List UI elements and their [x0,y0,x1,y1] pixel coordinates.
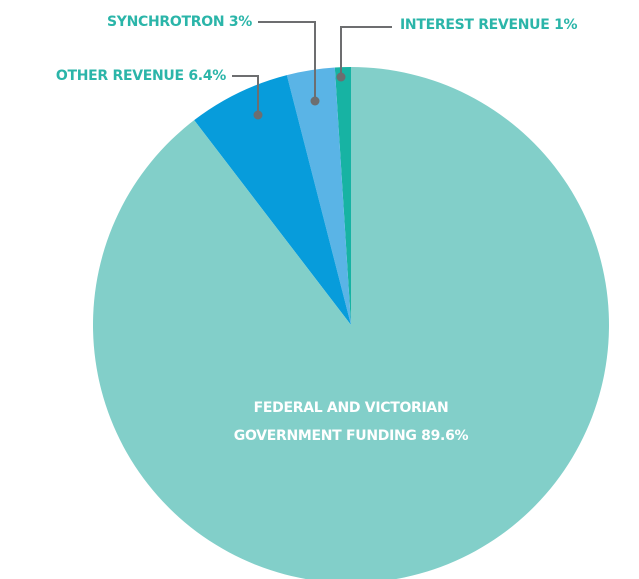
value-label: 3% [229,14,252,30]
value-label: 1% [554,17,577,33]
slice-label: INTEREST REVENUE 1% [400,17,578,33]
leader-dot [253,110,263,120]
value-label: 6.4% [188,68,226,84]
leader-dot [310,96,320,106]
category-label: FEDERAL AND VICTORIAN GOVERNMENT FUNDING [233,400,449,444]
slice-label: OTHER REVENUE 6.4% [56,68,226,84]
leader-line [232,75,259,115]
slice-label: SYNCHROTRON 3% [107,14,252,30]
pie-slice [93,67,609,579]
value-label: 89.6% [421,428,469,444]
leader-dot [336,72,346,82]
leader-line [340,26,392,77]
category-label: SYNCHROTRON [107,14,224,30]
slice-label: FEDERAL AND VICTORIAN GOVERNMENT FUNDING… [216,394,486,450]
pie-slice [194,75,351,325]
category-label: OTHER REVENUE [56,68,184,84]
pie-slice [334,67,351,325]
category-label: INTEREST REVENUE [400,17,549,33]
leader-line [258,21,316,101]
pie-slice [286,67,351,326]
